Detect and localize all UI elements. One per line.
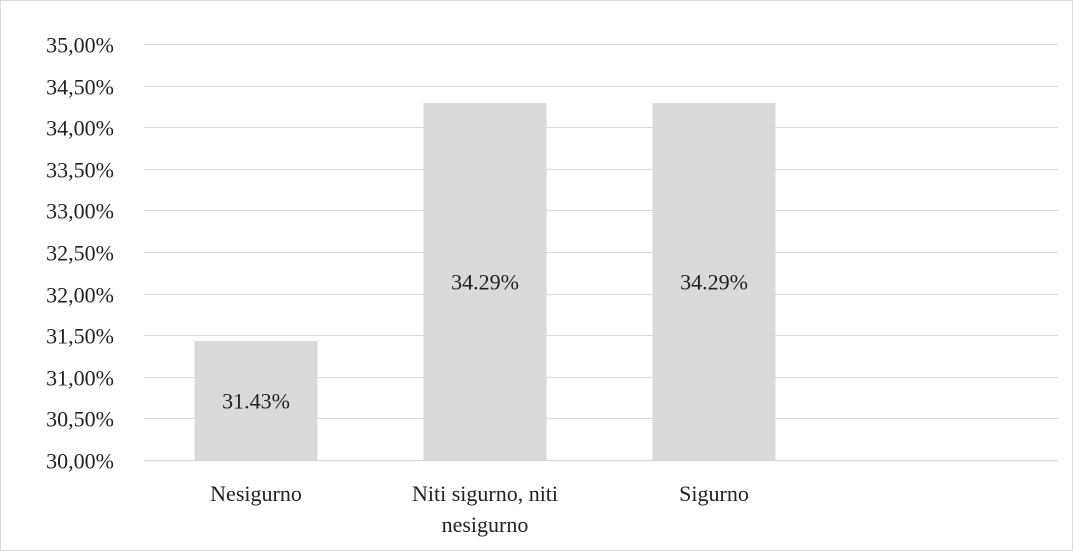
- data-label: 34.29%: [451, 270, 519, 295]
- y-tick-label: 30,50%: [46, 407, 114, 432]
- y-axis-tick-labels: 30,00% 30,50% 31,00% 31,50% 32,00% 32,50% 33,0…: [46, 33, 114, 474]
- category-label: Sigurno: [679, 481, 749, 506]
- y-tick-label: 34,00%: [46, 116, 114, 141]
- y-tick-label: 35,00%: [46, 33, 114, 58]
- category-label: Niti sigurno, niti nesigurno: [412, 481, 558, 537]
- bars: [194, 103, 776, 461]
- category-label: Nesigurno: [210, 481, 302, 506]
- bar: [423, 103, 547, 461]
- data-label: 34.29%: [680, 270, 748, 295]
- y-tick-label: 31,00%: [46, 366, 114, 391]
- y-tick-label: 30,00%: [46, 449, 114, 474]
- y-tick-label: 32,50%: [46, 241, 114, 266]
- x-axis-category-labels: Nesigurno Niti sigurno, niti nesigurno Sigu…: [210, 481, 749, 537]
- y-tick-label: 33,50%: [46, 158, 114, 183]
- y-tick-label: 31,50%: [46, 324, 114, 349]
- data-label: 31.43%: [222, 389, 290, 414]
- data-labels: 31.43% 34.29% 34.29%: [222, 270, 748, 414]
- y-tick-label: 33,00%: [46, 199, 114, 224]
- y-tick-label: 32,00%: [46, 283, 114, 308]
- bar: [194, 341, 318, 460]
- bar: [652, 103, 776, 461]
- y-tick-label: 34,50%: [46, 75, 114, 100]
